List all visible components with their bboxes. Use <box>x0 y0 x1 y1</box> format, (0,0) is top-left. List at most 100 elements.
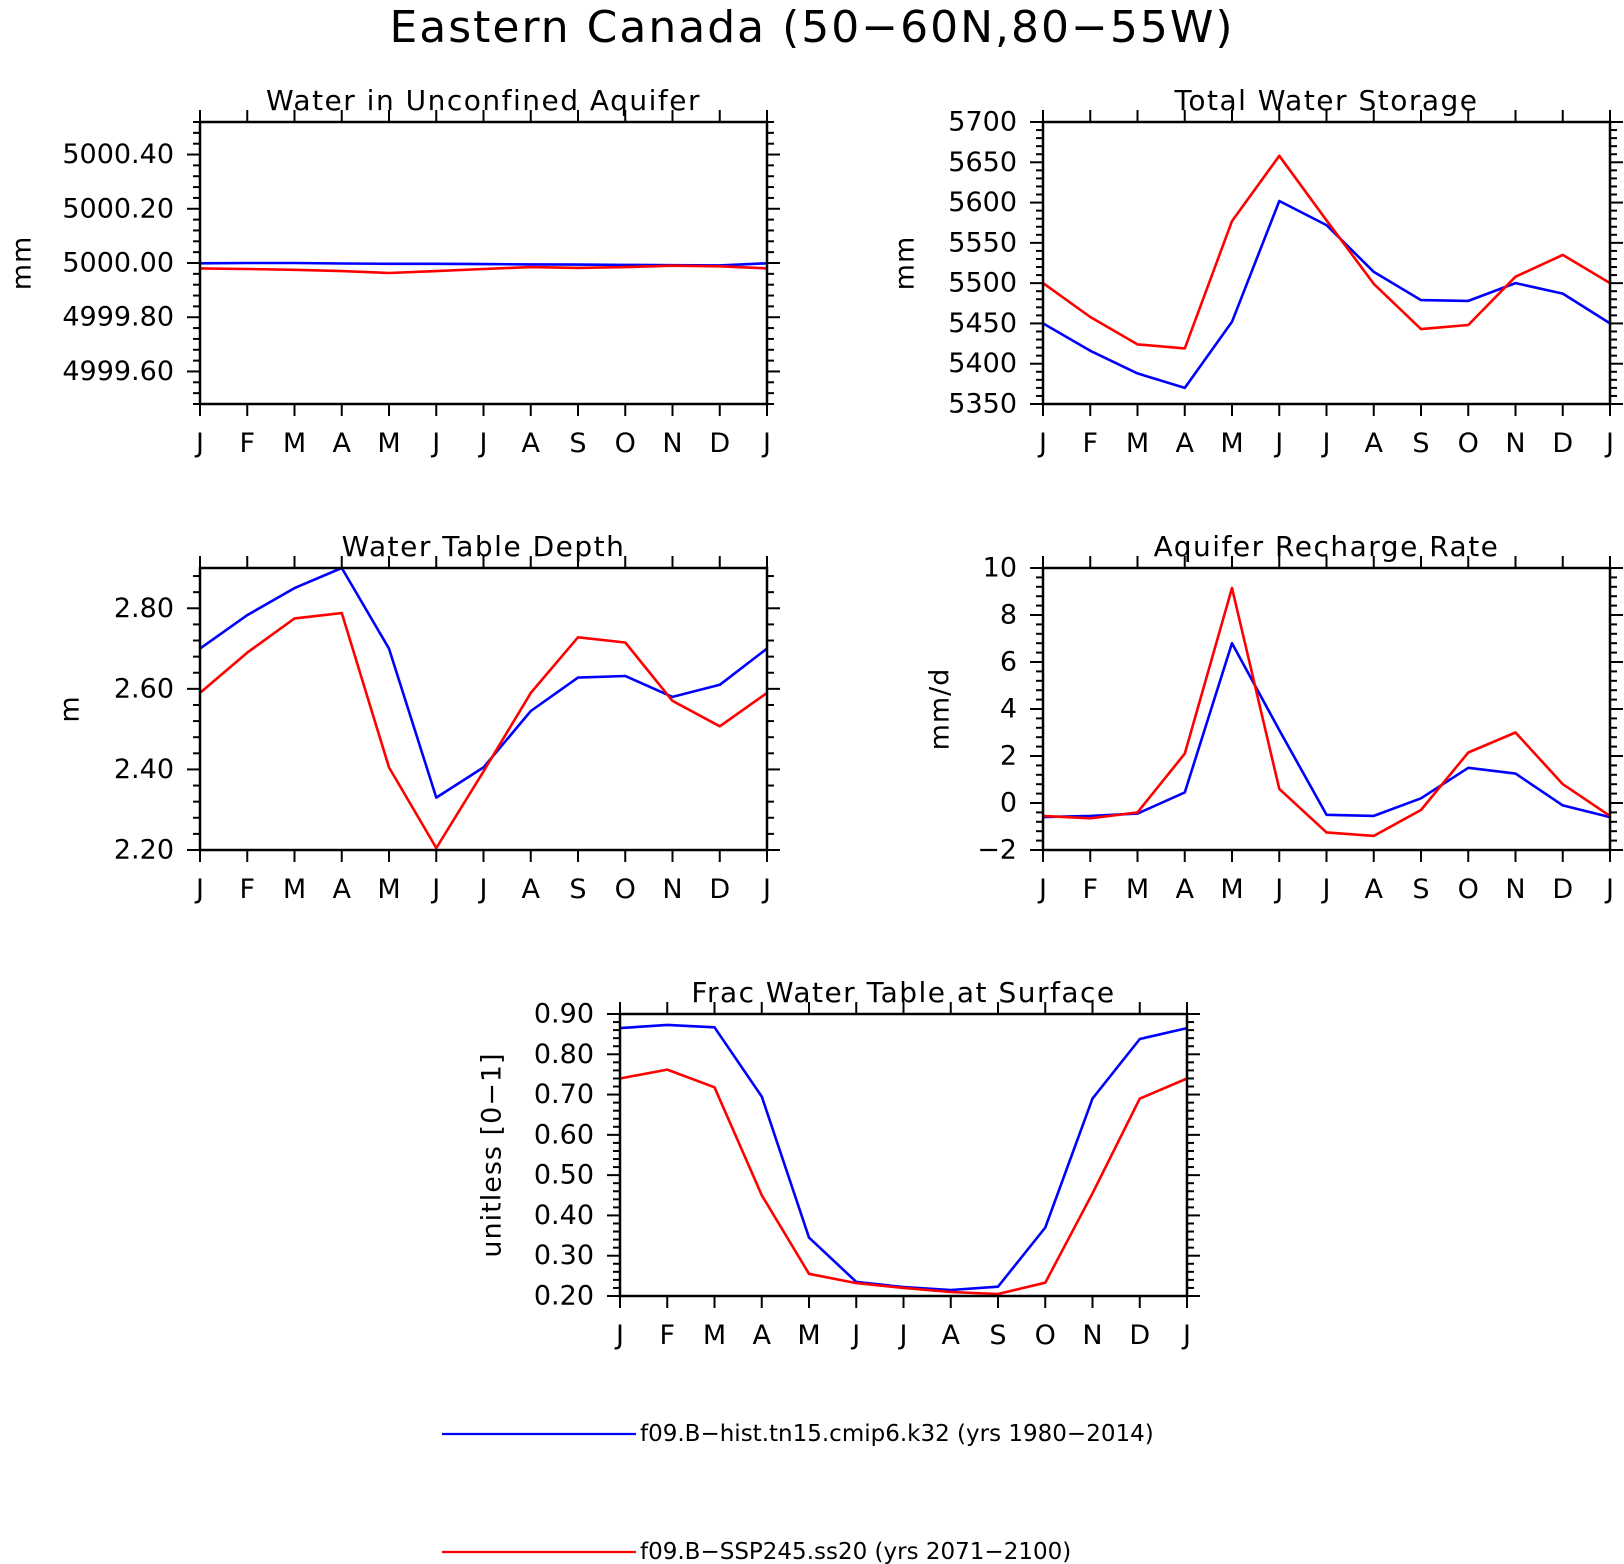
y-tick-label: 10 <box>983 553 1017 584</box>
x-tick-label: S <box>1412 874 1429 905</box>
x-tick-label: J <box>478 874 488 905</box>
y-tick-label: 0.30 <box>534 1240 594 1271</box>
y-tick-label: 0.90 <box>534 999 594 1030</box>
y-tick-label: 5000.40 <box>62 139 174 170</box>
x-tick-label: A <box>1365 428 1384 459</box>
y-axis-label: mm <box>7 236 38 291</box>
series-line-ssp <box>199 611 768 850</box>
series-line-ssp <box>1042 154 1611 350</box>
series-line-ssp <box>1042 586 1611 838</box>
x-tick-label: J <box>1604 874 1614 905</box>
x-tick-label: D <box>1129 1320 1150 1351</box>
y-tick-label: 0 <box>1000 788 1017 819</box>
x-tick-label: S <box>569 874 586 905</box>
x-tick-label: M <box>797 1320 820 1351</box>
x-tick-label: M <box>1220 874 1243 905</box>
x-tick-label: M <box>1126 874 1149 905</box>
legend-label-ssp: f09.B−SSP245.ss20 (yrs 2071−2100) <box>640 1539 1071 1564</box>
x-tick-label: S <box>989 1320 1006 1351</box>
y-tick-label: 5450 <box>948 308 1017 339</box>
y-axis-label: mm/d <box>925 668 956 751</box>
y-tick-label: 5550 <box>948 227 1017 258</box>
x-tick-label: J <box>1181 1320 1191 1351</box>
x-tick-label: D <box>1552 874 1573 905</box>
x-tick-label: J <box>1321 874 1331 905</box>
x-tick-label: J <box>850 1320 860 1351</box>
x-tick-label: J <box>1037 874 1047 905</box>
y-tick-label: 2.80 <box>114 593 174 624</box>
x-tick-label: J <box>898 1320 908 1351</box>
figure-title: Eastern Canada (50−60N,80−55W) <box>389 2 1235 53</box>
panel-title: Total Water Storage <box>1173 84 1478 117</box>
x-tick-label: F <box>1082 428 1098 459</box>
y-tick-label: 0.60 <box>534 1119 594 1150</box>
y-tick-label: 5000.00 <box>62 248 174 279</box>
y-axis-label: m <box>55 695 86 722</box>
x-tick-label: O <box>1035 1320 1056 1351</box>
legend-label-hist: f09.B−hist.tn15.cmip6.k32 (yrs 1980−2014… <box>640 1421 1154 1447</box>
series-line-hist <box>1042 641 1611 819</box>
x-tick-label: A <box>522 428 541 459</box>
y-tick-label: 5000.20 <box>62 193 174 224</box>
series-line-ssp <box>199 264 768 275</box>
x-tick-label: F <box>659 1320 675 1351</box>
y-tick-label: 4999.80 <box>62 302 174 333</box>
x-tick-label: J <box>1273 428 1283 459</box>
x-tick-label: J <box>430 874 440 905</box>
x-tick-label: S <box>1412 428 1429 459</box>
y-tick-label: 0.40 <box>534 1200 594 1231</box>
series-line-ssp <box>619 1068 1188 1296</box>
y-tick-label: 0.20 <box>534 1281 594 1312</box>
series-line-hist <box>1042 199 1611 390</box>
x-tick-label: O <box>615 874 636 905</box>
x-tick-label: M <box>377 874 400 905</box>
y-axis-label: mm <box>890 236 921 291</box>
x-tick-label: A <box>753 1320 772 1351</box>
plot-frame <box>1041 566 1612 852</box>
x-tick-label: O <box>615 428 636 459</box>
y-tick-label: 8 <box>1000 600 1017 631</box>
x-tick-label: A <box>1176 428 1195 459</box>
y-tick-label: 2.60 <box>114 673 174 704</box>
x-tick-label: J <box>430 428 440 459</box>
x-tick-label: J <box>1273 874 1283 905</box>
y-tick-label: 2.40 <box>114 754 174 785</box>
x-tick-label: F <box>1082 874 1098 905</box>
y-tick-label: 5500 <box>948 268 1017 299</box>
x-tick-label: A <box>942 1320 961 1351</box>
y-tick-label: −2 <box>977 835 1017 866</box>
x-tick-label: J <box>194 874 204 905</box>
x-tick-label: J <box>478 428 488 459</box>
y-tick-label: 5650 <box>948 147 1017 178</box>
x-tick-label: F <box>239 874 255 905</box>
x-tick-label: J <box>1037 428 1047 459</box>
x-tick-label: N <box>662 428 682 459</box>
x-tick-label: M <box>283 874 306 905</box>
x-tick-label: A <box>1176 874 1195 905</box>
plot-frame <box>618 1012 1189 1298</box>
x-tick-label: J <box>614 1320 624 1351</box>
y-tick-label: 0.50 <box>534 1160 594 1191</box>
x-tick-label: A <box>522 874 541 905</box>
y-tick-label: 2 <box>1000 741 1017 772</box>
x-tick-label: O <box>1458 428 1479 459</box>
x-tick-label: N <box>1505 428 1525 459</box>
x-tick-label: F <box>239 428 255 459</box>
x-tick-label: J <box>761 428 771 459</box>
x-tick-label: A <box>333 874 352 905</box>
x-tick-label: D <box>709 874 730 905</box>
y-tick-label: 5600 <box>948 187 1017 218</box>
x-tick-label: M <box>703 1320 726 1351</box>
x-tick-label: J <box>194 428 204 459</box>
y-tick-label: 4 <box>1000 694 1017 725</box>
series-line-hist <box>619 1023 1188 1292</box>
y-tick-label: 6 <box>1000 647 1017 678</box>
x-tick-label: D <box>709 428 730 459</box>
x-tick-label: J <box>761 874 771 905</box>
x-tick-label: J <box>1604 428 1614 459</box>
x-tick-label: J <box>1321 428 1331 459</box>
